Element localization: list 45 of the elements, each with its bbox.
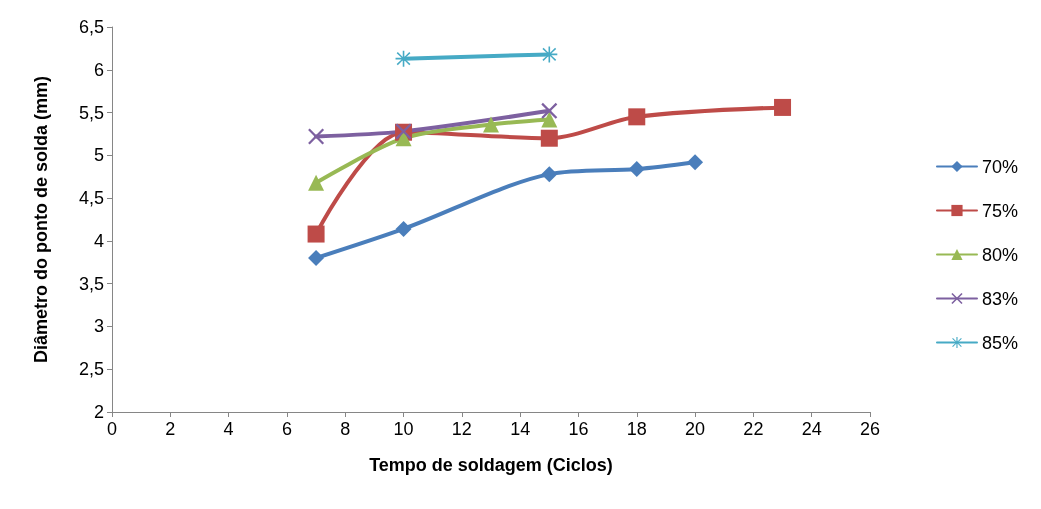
y-tick-label: 5,5 xyxy=(78,102,104,123)
x-axis-title: Tempo de soldagem (Ciclos) xyxy=(369,455,613,475)
point xyxy=(308,128,325,145)
y-tick-label: 6 xyxy=(93,59,104,80)
x-tick-label: 18 xyxy=(626,419,647,439)
x-tick-label: 14 xyxy=(510,419,531,439)
point xyxy=(483,116,499,133)
x-tick-label: 6 xyxy=(281,419,292,439)
point xyxy=(308,250,325,266)
x-tick-label: 16 xyxy=(568,419,589,439)
y-axis-title: Diâmetro do ponto de solda (mm) xyxy=(31,75,51,364)
legend-label: 70% xyxy=(981,156,1018,177)
x-tick-label: 4 xyxy=(223,419,234,439)
x-tick-label: 12 xyxy=(451,419,472,439)
y-tick-label: 4 xyxy=(93,230,104,251)
legend-label: 75% xyxy=(981,200,1018,221)
x-tick-label: 10 xyxy=(393,419,414,439)
point xyxy=(628,161,645,178)
point xyxy=(687,154,704,171)
legend-label: 85% xyxy=(981,332,1018,353)
y-tick-label: 3 xyxy=(93,316,104,337)
x-tick-label: 22 xyxy=(743,419,764,439)
y-tick-label: 2 xyxy=(93,402,104,422)
x-tick-label: 24 xyxy=(801,419,822,439)
point xyxy=(774,98,792,116)
legend-label: 83% xyxy=(981,288,1018,309)
y-tick-label: 5 xyxy=(93,145,104,166)
y-tick-label: 4,5 xyxy=(78,188,104,209)
x-tick-label: 2 xyxy=(165,419,176,439)
x-tick-label: 20 xyxy=(685,419,706,439)
point xyxy=(395,220,412,237)
x-tick-label: 0 xyxy=(106,419,118,439)
point xyxy=(540,129,558,147)
point xyxy=(541,111,558,128)
point xyxy=(628,108,646,126)
point xyxy=(307,225,325,243)
y-tick-label: 3,5 xyxy=(78,273,104,294)
legend-label: 80% xyxy=(981,244,1018,265)
y-tick-label: 2,5 xyxy=(78,359,104,380)
point xyxy=(308,174,325,191)
point xyxy=(541,166,558,183)
x-tick-label: 8 xyxy=(340,419,351,439)
x-tick-label: 26 xyxy=(859,419,881,439)
point xyxy=(541,102,558,119)
y-tick-label: 6,5 xyxy=(78,17,104,37)
